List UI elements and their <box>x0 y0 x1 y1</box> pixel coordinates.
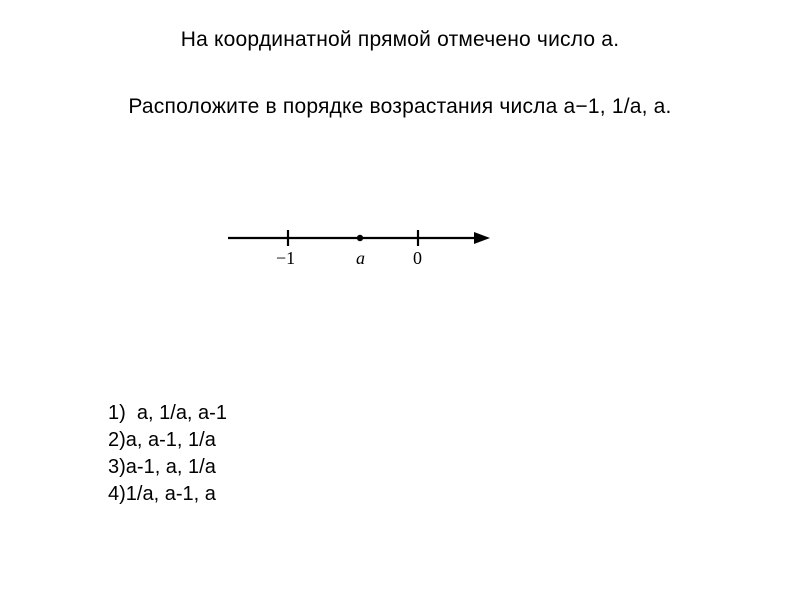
number-line-figure: −1 a 0 <box>220 210 500 280</box>
svg-text:a: a <box>356 248 365 268</box>
problem-subtitle: Расположите в порядке возрастания числа … <box>0 95 800 119</box>
option-3: 3)a-1, a, 1/a <box>108 454 227 481</box>
option-2: 2)a, a-1, 1/a <box>108 427 227 454</box>
problem-title: На координатной прямой отмечено число a. <box>0 28 800 52</box>
svg-text:0: 0 <box>413 248 422 268</box>
page: На координатной прямой отмечено число a.… <box>0 0 800 600</box>
option-1: 1) a, 1/a, a-1 <box>108 400 227 427</box>
answer-options: 1) a, 1/a, a-1 2)a, a-1, 1/a 3)a-1, a, 1… <box>108 400 227 508</box>
option-4: 4)1/a, a-1, a <box>108 481 227 508</box>
svg-text:−1: −1 <box>276 248 295 268</box>
number-line-svg: −1 a 0 <box>220 210 500 280</box>
